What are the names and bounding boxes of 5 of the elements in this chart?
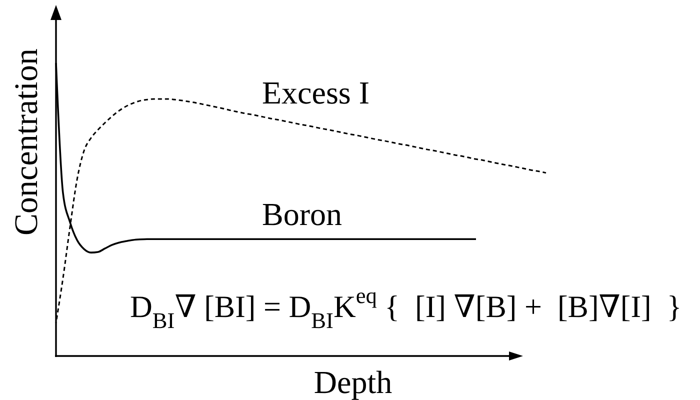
x-axis-title: Depth <box>314 364 392 400</box>
series-label: Excess I <box>262 74 370 110</box>
annotation: D$_{BI}$∇ [BI] = D$_{BI}$K$^{eq}$ { [I] ∇[B] + [B]∇[I] } <box>130 283 682 334</box>
y-axis-title: Concentration <box>9 48 45 236</box>
series-label: Boron <box>262 196 342 232</box>
